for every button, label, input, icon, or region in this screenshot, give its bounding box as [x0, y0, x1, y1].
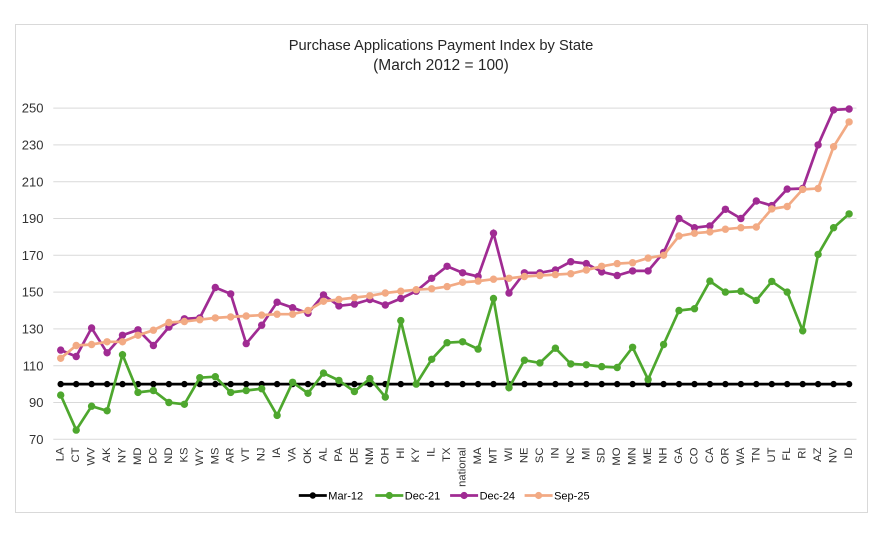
- svg-text:MT: MT: [488, 447, 500, 463]
- svg-text:MN: MN: [627, 448, 639, 466]
- svg-text:MO: MO: [611, 447, 623, 465]
- svg-text:MD: MD: [132, 448, 144, 466]
- svg-text:Purchase Applications Payment: Purchase Applications Payment Index by S…: [289, 38, 594, 54]
- svg-text:IL: IL: [426, 448, 438, 457]
- svg-text:KY: KY: [410, 447, 422, 463]
- svg-text:OR: OR: [719, 448, 731, 465]
- svg-text:KS: KS: [178, 448, 190, 463]
- svg-text:ID: ID: [843, 448, 855, 459]
- svg-text:AK: AK: [101, 447, 113, 463]
- svg-text:MS: MS: [209, 448, 221, 465]
- svg-text:110: 110: [23, 358, 44, 373]
- svg-text:NM: NM: [364, 448, 376, 466]
- svg-text:DE: DE: [348, 447, 360, 463]
- svg-text:250: 250: [22, 101, 44, 116]
- svg-text:170: 170: [22, 248, 44, 263]
- svg-text:AL: AL: [318, 448, 330, 462]
- svg-text:AZ: AZ: [812, 447, 824, 462]
- svg-text:130: 130: [22, 322, 44, 337]
- svg-text:PA: PA: [333, 447, 345, 462]
- svg-text:RI: RI: [797, 448, 809, 459]
- svg-text:CT: CT: [70, 447, 82, 462]
- svg-text:ND: ND: [163, 448, 175, 464]
- svg-text:VA: VA: [287, 447, 299, 462]
- svg-text:WV: WV: [86, 447, 98, 466]
- svg-text:NV: NV: [828, 447, 840, 463]
- svg-text:WI: WI: [503, 448, 515, 462]
- svg-text:NE: NE: [518, 447, 530, 463]
- svg-text:NC: NC: [565, 448, 577, 464]
- svg-text:OK: OK: [302, 447, 314, 464]
- svg-text:Dec-24: Dec-24: [480, 491, 515, 503]
- svg-text:NY: NY: [117, 447, 129, 463]
- svg-text:190: 190: [22, 211, 44, 226]
- svg-text:MI: MI: [580, 448, 592, 461]
- svg-text:SC: SC: [534, 448, 546, 464]
- svg-text:GA: GA: [673, 447, 685, 464]
- svg-text:NJ: NJ: [256, 448, 268, 462]
- svg-text:210: 210: [22, 174, 44, 189]
- svg-text:WA: WA: [735, 447, 747, 465]
- svg-text:TX: TX: [441, 447, 453, 462]
- svg-text:MA: MA: [472, 447, 484, 464]
- svg-text:DC: DC: [147, 448, 159, 464]
- svg-text:ME: ME: [642, 447, 654, 464]
- svg-text:FL: FL: [781, 448, 793, 461]
- svg-text:SD: SD: [596, 448, 608, 464]
- svg-text:VT: VT: [240, 447, 252, 462]
- svg-text:90: 90: [29, 395, 43, 410]
- svg-text:CO: CO: [689, 447, 701, 464]
- svg-text:LA: LA: [55, 447, 67, 461]
- svg-text:HI: HI: [395, 448, 407, 459]
- svg-text:230: 230: [22, 138, 44, 153]
- svg-text:national: national: [457, 448, 469, 487]
- svg-text:UT: UT: [766, 447, 778, 462]
- svg-text:Mar-12: Mar-12: [328, 491, 363, 503]
- svg-text:OH: OH: [379, 448, 391, 465]
- svg-text:NH: NH: [658, 448, 670, 464]
- svg-text:IA: IA: [271, 447, 283, 458]
- svg-text:IN: IN: [549, 448, 561, 459]
- svg-text:Sep-25: Sep-25: [554, 491, 589, 503]
- svg-text:AR: AR: [225, 448, 237, 464]
- svg-text:70: 70: [29, 432, 43, 447]
- svg-text:(March 2012 = 100): (March 2012 = 100): [373, 57, 509, 74]
- svg-text:150: 150: [22, 285, 44, 300]
- svg-text:TN: TN: [750, 448, 762, 463]
- svg-text:Dec-21: Dec-21: [405, 491, 440, 503]
- svg-text:WY: WY: [194, 447, 206, 466]
- svg-text:CA: CA: [704, 447, 716, 463]
